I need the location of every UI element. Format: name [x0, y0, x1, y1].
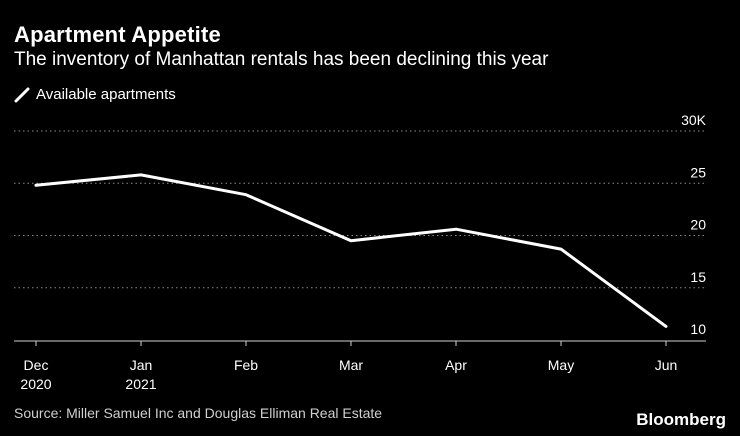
x-tick-label-0-0: Dec: [24, 357, 49, 373]
x-tick-label-1-0: Jan: [130, 357, 153, 373]
y-tick-label-25: 25: [690, 164, 706, 180]
chart-subtitle: The inventory of Manhattan rentals has b…: [14, 49, 549, 70]
grid-layer: [14, 130, 706, 289]
x-tick-label-5-0: May: [548, 357, 574, 373]
x-tick-label-0-1: 2020: [20, 376, 51, 392]
bloomberg-logo: Bloomberg: [636, 410, 726, 429]
x-tick-label-4-0: Apr: [445, 357, 467, 373]
x-tick-label-6-0: Jun: [655, 357, 678, 373]
x-tick-label-1-1: 2021: [125, 376, 156, 392]
series-line-0: [34, 173, 668, 328]
series-layer: [34, 173, 668, 328]
y-tick-label-20: 20: [690, 217, 706, 233]
x-tick-label-2-0: Feb: [234, 357, 258, 373]
legend-label: Available apartments: [36, 86, 176, 103]
y-tick-label-15: 15: [690, 269, 706, 285]
y-tick-label-30: 30K: [681, 112, 707, 128]
y-tick-label-10: 10: [690, 321, 706, 337]
chart-title: Apartment Appetite: [14, 22, 221, 47]
axis-layer: 10 15 20 25 30K Dec 2020 Jan 2021 Feb Mar Apr May Jun: [14, 112, 707, 392]
source-note: Source: Miller Samuel Inc and Douglas El…: [14, 405, 383, 421]
x-tick-label-3-0: Mar: [339, 357, 363, 373]
legend: Available apartments: [14, 86, 176, 103]
legend-line-icon: [14, 87, 30, 102]
